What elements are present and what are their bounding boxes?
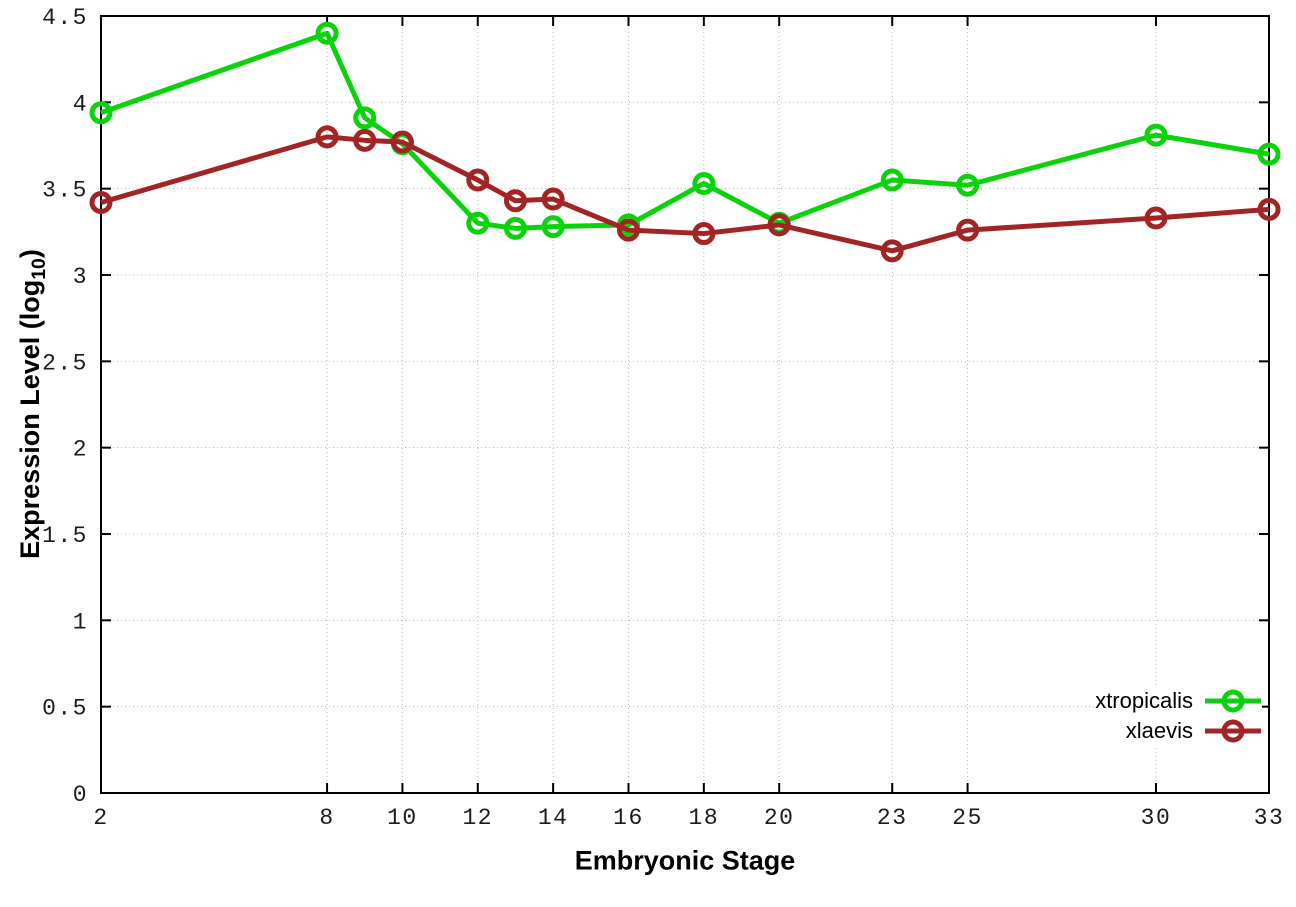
data-point-xtropicalis-stage-2 [89, 101, 113, 125]
data-point-xtropicalis-stage-14 [541, 215, 565, 239]
data-point-xtropicalis-stage-33 [1257, 142, 1281, 166]
y-tick-label-3: 3 [73, 264, 88, 290]
legend: xtropicalis xlaevis [1095, 686, 1262, 746]
y-tick-label-2: 2 [73, 437, 88, 463]
plot-border [100, 15, 1270, 794]
data-point-xtropicalis-stage-9 [353, 106, 377, 130]
x-tick-label-10: 10 [387, 805, 418, 831]
data-point-xlaevis-stage-12 [466, 168, 490, 192]
x-tick-label-33: 33 [1254, 805, 1285, 831]
y-tick-label-2.5: 2.5 [42, 350, 88, 376]
legend-item-xlaevis: xlaevis [1095, 716, 1262, 746]
y-tick-label-1.5: 1.5 [42, 523, 88, 549]
x-tick-label-12: 12 [462, 805, 493, 831]
data-point-xlaevis-stage-25 [956, 218, 980, 242]
legend-label-xtropicalis: xtropicalis [1095, 688, 1193, 713]
series-xlaevis [89, 125, 1281, 263]
data-point-xtropicalis-stage-8 [315, 21, 339, 45]
data-point-xlaevis-stage-33 [1257, 197, 1281, 221]
y-tick-label-0: 0 [73, 782, 88, 808]
x-tick-label-25: 25 [952, 805, 983, 831]
data-point-xtropicalis-stage-12 [466, 211, 490, 235]
series-xtropicalis [89, 21, 1281, 240]
data-point-xlaevis-stage-13 [503, 189, 527, 213]
data-point-xlaevis-stage-2 [89, 190, 113, 214]
legend-marker-xtropicalis-icon [1205, 689, 1261, 713]
data-point-xlaevis-stage-14 [541, 187, 565, 211]
x-tick-label-2: 2 [93, 805, 108, 831]
tick-labels: 2 8 10 12 14 16 18 20 23 25 30 33 0 0.5 1 1.5 2 2.5 3 3.5 4 4… [42, 5, 1285, 831]
y-tick-label-0.5: 0.5 [42, 696, 88, 722]
x-tick-label-14: 14 [538, 805, 569, 831]
y-tick-label-1: 1 [73, 609, 88, 635]
y-tick-label-4.5: 4.5 [42, 5, 88, 31]
data-point-xlaevis-stage-18 [692, 222, 716, 246]
data-point-xlaevis-stage-10 [390, 130, 414, 154]
legend-label-xlaevis: xlaevis [1125, 718, 1193, 743]
x-tick-label-23: 23 [877, 805, 908, 831]
x-tick-label-30: 30 [1141, 805, 1172, 831]
tick-marks [100, 15, 1270, 794]
data-point-xtropicalis-stage-30 [1144, 123, 1168, 147]
data-point-xtropicalis-stage-13 [503, 216, 527, 240]
legend-item-xtropicalis: xtropicalis [1095, 686, 1262, 716]
y-axis-title-text: Expression Level (log [14, 279, 45, 559]
x-axis-title: Embryonic Stage [574, 845, 796, 876]
series-xlaevis-line [100, 134, 1270, 254]
y-tick-label-4: 4 [73, 91, 88, 117]
x-tick-label-8: 8 [319, 805, 334, 831]
x-tick-label-18: 18 [689, 805, 720, 831]
data-point-xlaevis-stage-30 [1144, 206, 1168, 230]
data-point-xlaevis-stage-8 [315, 125, 339, 149]
y-tick-label-3.5: 3.5 [42, 178, 88, 204]
y-axis-title: Expression Level (log10) [15, 249, 51, 559]
gridlines [101, 16, 1269, 793]
series-xtropicalis-line [100, 30, 1270, 231]
x-tick-label-20: 20 [764, 805, 795, 831]
y-axis-title-subscript: 10 [28, 258, 51, 280]
x-tick-label-16: 16 [613, 805, 644, 831]
data-point-xlaevis-stage-9 [353, 128, 377, 152]
data-point-xtropicalis-stage-18 [692, 171, 716, 195]
y-axis-title-close: ) [14, 249, 45, 259]
data-point-xlaevis-stage-16 [616, 218, 640, 242]
legend-marker-xlaevis-icon [1205, 719, 1261, 743]
data-point-xlaevis-stage-23 [880, 239, 904, 263]
data-point-xtropicalis-stage-23 [880, 168, 904, 192]
data-point-xtropicalis-stage-25 [956, 173, 980, 197]
data-point-xlaevis-stage-20 [767, 213, 791, 237]
